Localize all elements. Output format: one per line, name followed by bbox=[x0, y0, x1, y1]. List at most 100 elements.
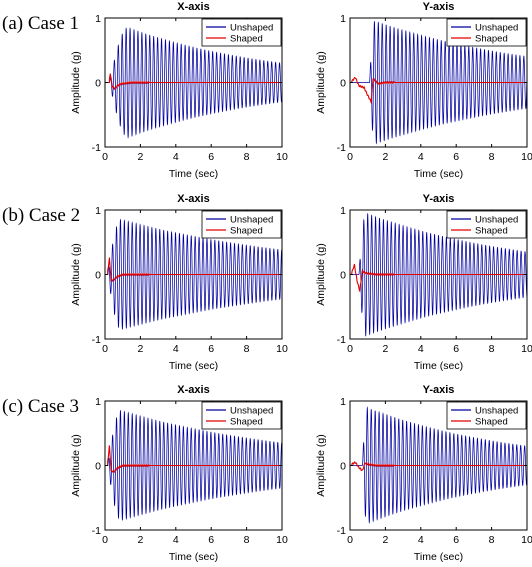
y-axis-label: Amplitude (g) bbox=[315, 434, 327, 496]
legend-label-shaped: Shaped bbox=[230, 417, 263, 428]
y-tick-label: 1 bbox=[340, 396, 346, 408]
x-tick-label: 10 bbox=[276, 534, 288, 546]
chart-title: Y-axis bbox=[423, 1, 455, 13]
x-tick-label: 0 bbox=[102, 534, 108, 546]
x-axis-label: Time (sec) bbox=[414, 360, 463, 372]
x-tick-label: 4 bbox=[418, 151, 424, 163]
chart-title: Y-axis bbox=[423, 193, 455, 205]
legend-label-unshaped: Unshaped bbox=[475, 215, 518, 226]
x-tick-label: 10 bbox=[521, 534, 532, 546]
legend-label-unshaped: Unshaped bbox=[230, 23, 273, 34]
x-tick-label: 10 bbox=[276, 151, 288, 163]
y-tick-label: -1 bbox=[337, 142, 346, 154]
x-axis-label: Time (sec) bbox=[414, 168, 463, 180]
chart-panel: Y-axis0 2 4 6 8 10-101Time (sec)Amplitude (g)… bbox=[315, 193, 532, 372]
x-tick-label: 4 bbox=[173, 151, 179, 163]
x-tick-label: 10 bbox=[276, 343, 288, 355]
legend-label-shaped: Shaped bbox=[475, 417, 508, 428]
x-tick-label: 2 bbox=[137, 343, 143, 355]
case-label: (b) Case 2 bbox=[2, 205, 80, 226]
x-tick-label: 6 bbox=[208, 151, 214, 163]
x-axis-label: Time (sec) bbox=[169, 168, 218, 180]
x-tick-label: 2 bbox=[137, 534, 143, 546]
y-tick-label: -1 bbox=[92, 334, 101, 346]
x-tick-label: 6 bbox=[453, 534, 459, 546]
y-tick-label: 0 bbox=[340, 461, 346, 473]
legend-label-shaped: Shaped bbox=[475, 34, 508, 45]
x-tick-label: 8 bbox=[244, 151, 250, 163]
legend-label-unshaped: Unshaped bbox=[475, 406, 518, 417]
y-tick-label: 1 bbox=[95, 205, 101, 217]
legend-label-unshaped: Unshaped bbox=[230, 406, 273, 417]
legend-label-shaped: Shaped bbox=[230, 34, 263, 45]
y-axis-label: Amplitude (g) bbox=[70, 243, 82, 305]
legend-label-unshaped: Unshaped bbox=[230, 215, 273, 226]
x-tick-label: 8 bbox=[244, 343, 250, 355]
y-tick-label: 0 bbox=[340, 78, 346, 90]
x-axis-label: Time (sec) bbox=[414, 551, 463, 563]
x-tick-label: 6 bbox=[453, 343, 459, 355]
legend-label-unshaped: Unshaped bbox=[475, 23, 518, 34]
y-tick-label: 1 bbox=[340, 13, 346, 25]
x-tick-label: 4 bbox=[418, 534, 424, 546]
x-tick-label: 6 bbox=[453, 151, 459, 163]
x-tick-label: 10 bbox=[521, 343, 532, 355]
x-tick-label: 2 bbox=[382, 343, 388, 355]
x-tick-label: 4 bbox=[173, 343, 179, 355]
x-tick-label: 0 bbox=[347, 151, 353, 163]
x-tick-label: 4 bbox=[418, 343, 424, 355]
legend-label-shaped: Shaped bbox=[230, 226, 263, 237]
x-tick-label: 0 bbox=[102, 343, 108, 355]
x-tick-label: 6 bbox=[208, 534, 214, 546]
x-tick-label: 0 bbox=[347, 534, 353, 546]
x-axis-label: Time (sec) bbox=[169, 551, 218, 563]
chart-title: X-axis bbox=[177, 1, 209, 13]
x-tick-label: 2 bbox=[382, 534, 388, 546]
y-axis-label: Amplitude (g) bbox=[315, 243, 327, 305]
chart-title: X-axis bbox=[177, 384, 209, 396]
x-tick-label: 6 bbox=[208, 343, 214, 355]
y-tick-label: 1 bbox=[95, 396, 101, 408]
x-tick-label: 8 bbox=[489, 534, 495, 546]
y-axis-label: Amplitude (g) bbox=[315, 51, 327, 113]
chart-panel: Y-axis0 2 4 6 8 10-101Time (sec)Amplitude (g)… bbox=[315, 1, 532, 180]
y-tick-label: -1 bbox=[337, 334, 346, 346]
y-tick-label: -1 bbox=[92, 142, 101, 154]
x-tick-label: 0 bbox=[347, 343, 353, 355]
y-tick-label: 1 bbox=[95, 13, 101, 25]
chart-title: Y-axis bbox=[423, 384, 455, 396]
x-tick-label: 8 bbox=[489, 343, 495, 355]
chart-title: X-axis bbox=[177, 193, 209, 205]
x-tick-label: 8 bbox=[244, 534, 250, 546]
y-axis-label: Amplitude (g) bbox=[70, 51, 82, 113]
case-label: (c) Case 3 bbox=[2, 396, 79, 417]
case-label: (a) Case 1 bbox=[2, 13, 79, 34]
legend-label-shaped: Shaped bbox=[475, 226, 508, 237]
y-tick-label: 1 bbox=[340, 205, 346, 217]
x-tick-label: 2 bbox=[137, 151, 143, 163]
x-tick-label: 4 bbox=[173, 534, 179, 546]
y-tick-label: 0 bbox=[95, 270, 101, 282]
y-tick-label: 0 bbox=[340, 270, 346, 282]
x-tick-label: 10 bbox=[521, 151, 532, 163]
y-tick-label: -1 bbox=[92, 525, 101, 537]
y-tick-label: 0 bbox=[95, 461, 101, 473]
x-tick-label: 2 bbox=[382, 151, 388, 163]
y-axis-label: Amplitude (g) bbox=[70, 434, 82, 496]
x-tick-label: 0 bbox=[102, 151, 108, 163]
y-tick-label: 0 bbox=[95, 78, 101, 90]
x-tick-label: 8 bbox=[489, 151, 495, 163]
x-axis-label: Time (sec) bbox=[169, 360, 218, 372]
y-tick-label: -1 bbox=[337, 525, 346, 537]
